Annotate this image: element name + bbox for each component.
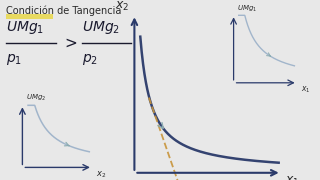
Text: Condición de Tangencia: Condición de Tangencia [6, 5, 122, 16]
Text: $p_1$: $p_1$ [6, 52, 22, 67]
Bar [6, 14, 53, 19]
Text: $x_2$: $x_2$ [96, 169, 106, 180]
Text: $x_1$: $x_1$ [301, 85, 310, 95]
Text: $x_2$: $x_2$ [115, 0, 130, 13]
Text: $UMg_1$: $UMg_1$ [6, 19, 44, 35]
Text: $>$: $>$ [62, 36, 78, 51]
Text: $UMg_2$: $UMg_2$ [26, 92, 46, 103]
Text: $x_1$: $x_1$ [285, 175, 299, 180]
Text: $p_2$: $p_2$ [82, 52, 98, 67]
Text: $UMg_1$: $UMg_1$ [237, 3, 257, 14]
Text: $UMg_2$: $UMg_2$ [82, 19, 120, 35]
